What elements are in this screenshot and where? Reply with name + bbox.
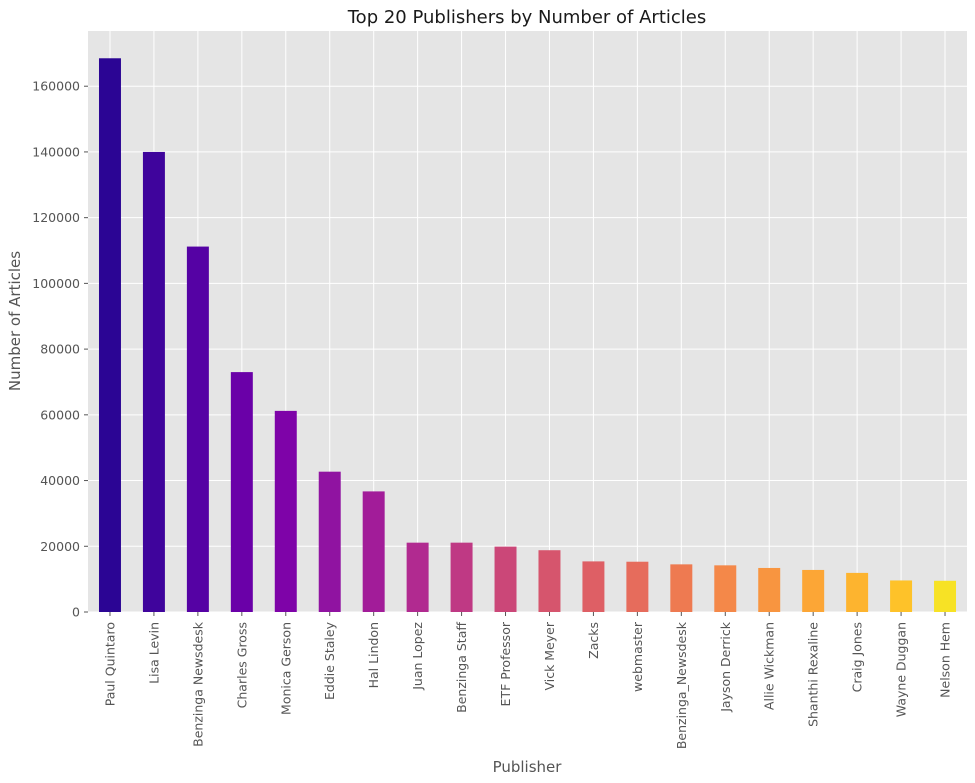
x-tick-label: Benzinga Newsdesk (190, 621, 205, 747)
bar-benzinga-newsdesk (186, 246, 209, 613)
bar-juan-lopez (406, 542, 429, 612)
bar-benzinga-newsdesk (670, 564, 693, 612)
y-tick-label: 120000 (32, 210, 80, 225)
bar-vick-meyer (538, 550, 561, 612)
bar-jayson-derrick (714, 565, 737, 612)
x-axis-ticks: Paul Quintaro Lisa Levin Benzinga Newsdesk… (102, 612, 953, 749)
bar-etf-professor (494, 546, 517, 612)
bar-allie-wickman (758, 567, 781, 612)
x-tick-label: Jayson Derrick (718, 621, 733, 713)
chart-title: Top 20 Publishers by Number of Articles (347, 7, 706, 28)
bar-shanthi-rexaline (802, 569, 825, 612)
y-axis-ticks: 0 20000 40000 60000 80000 100000 120000 140000 1… (32, 79, 88, 620)
bar-webmaster (626, 561, 649, 612)
x-tick-label: Monica Gerson (278, 622, 293, 715)
x-tick-label: Hal Lindon (366, 622, 381, 688)
x-tick-label: Benzinga Staff (454, 622, 469, 713)
bar-benzinga-staff (450, 542, 473, 612)
x-tick-label: Craig Jones (850, 622, 865, 692)
y-tick-label: 40000 (40, 473, 80, 488)
x-tick-label: ETF Professor (498, 621, 513, 706)
bar-hal-lindon (362, 491, 385, 612)
y-tick-label: 20000 (40, 539, 80, 554)
bar-eddie-staley (318, 471, 341, 612)
plot-background (88, 31, 967, 612)
x-tick-label: Eddie Staley (322, 621, 337, 700)
x-tick-label: Zacks (586, 622, 601, 659)
y-axis-label: Number of Articles (6, 251, 24, 391)
y-tick-label: 160000 (32, 79, 80, 94)
y-tick-label: 60000 (40, 407, 80, 422)
y-tick-label: 80000 (40, 342, 80, 357)
x-tick-label: Benzinga_Newsdesk (674, 621, 689, 749)
x-tick-label: Allie Wickman (762, 622, 777, 710)
bar-nelson-hem (934, 580, 957, 612)
x-tick-label: webmaster (630, 621, 645, 692)
bar-craig-jones (846, 572, 869, 612)
bar-monica-gerson (274, 410, 297, 612)
x-tick-label: Charles Gross (234, 622, 249, 708)
x-tick-label: Juan Lopez (410, 622, 425, 691)
bar-wayne-duggan (890, 580, 913, 612)
bar-layer (98, 58, 957, 613)
x-tick-label: Wayne Duggan (894, 622, 909, 717)
bar-charles-gross (230, 372, 253, 612)
bar-zacks (582, 561, 605, 612)
x-tick-label: Lisa Levin (146, 622, 161, 684)
x-tick-label: Nelson Hem (938, 622, 953, 698)
y-tick-label: 0 (72, 605, 80, 620)
y-tick-label: 140000 (32, 144, 80, 159)
x-tick-label: Paul Quintaro (102, 622, 117, 706)
x-axis-label: Publisher (493, 758, 563, 776)
bar-lisa-levin (142, 151, 165, 612)
x-tick-label: Vick Meyer (542, 621, 557, 690)
bar-paul-quintaro (98, 58, 121, 612)
x-tick-label: Shanthi Rexaline (806, 622, 821, 727)
y-tick-label: 100000 (32, 276, 80, 291)
